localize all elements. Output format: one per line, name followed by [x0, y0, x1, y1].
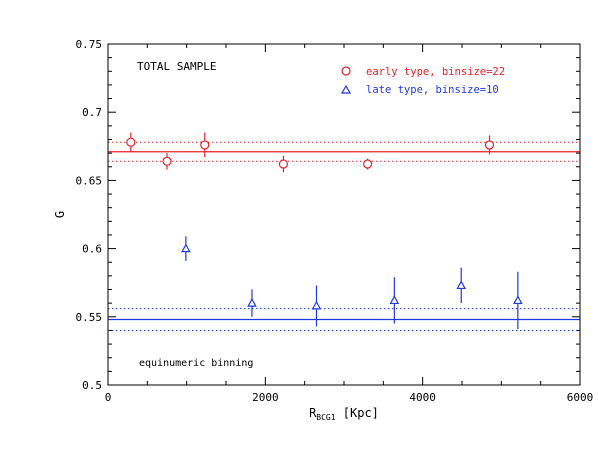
- axis-ticks: [107, 43, 581, 386]
- tick-labels: 0 2000 4000 6000 0.5 0.55 0.6 0.65 0.7 0.75: [76, 38, 594, 404]
- data-point-series-1: [389, 295, 400, 305]
- legend-marker-early: [341, 66, 351, 76]
- y-tick-label: 0.7: [82, 106, 102, 119]
- annotation-total-sample: TOTAL SAMPLE: [137, 60, 216, 73]
- data-point-series-1: [456, 280, 467, 290]
- annotation-binning: equinumeric binning: [139, 358, 253, 369]
- data-point-series-1: [513, 295, 523, 305]
- legend-marker-late: [340, 84, 352, 94]
- data-markers: [126, 137, 523, 310]
- data-point-series-1: [181, 243, 191, 253]
- x-tick-label: 6000: [567, 391, 594, 404]
- data-point-series-0: [126, 137, 136, 147]
- x-tick-label: 2000: [252, 391, 279, 404]
- data-point-series-1: [311, 300, 322, 310]
- mean-lines: [108, 141, 580, 331]
- plot-frame: [107, 43, 581, 386]
- x-axis-label: RBCG1 [Kpc]: [309, 406, 379, 422]
- data-point-series-0: [363, 159, 373, 169]
- legend-label-late: late type, binsize=10: [366, 84, 499, 96]
- x-axis-label-subscript: BCG1: [316, 413, 335, 422]
- data-point-series-1: [247, 297, 257, 307]
- data-point-series-0: [278, 159, 289, 169]
- y-tick-label: 0.65: [76, 174, 103, 187]
- y-tick-label: 0.5: [82, 379, 102, 392]
- x-tick-label: 4000: [409, 391, 436, 404]
- legend: early type, binsize=22 late type, binsiz…: [340, 66, 505, 96]
- x-tick-label: 0: [105, 391, 112, 404]
- data-point-series-0: [162, 156, 172, 166]
- legend-label-early: early type, binsize=22: [366, 66, 505, 78]
- data-point-series-0: [200, 140, 210, 150]
- x-axis-label-unit: [Kpc]: [336, 406, 379, 420]
- y-tick-label: 0.55: [76, 311, 103, 324]
- x-axis-label-main: R: [309, 406, 317, 420]
- y-tick-label: 0.6: [82, 243, 102, 256]
- y-tick-label: 0.75: [76, 38, 103, 51]
- y-axis-label: G: [53, 211, 67, 218]
- data-point-series-0: [484, 140, 495, 150]
